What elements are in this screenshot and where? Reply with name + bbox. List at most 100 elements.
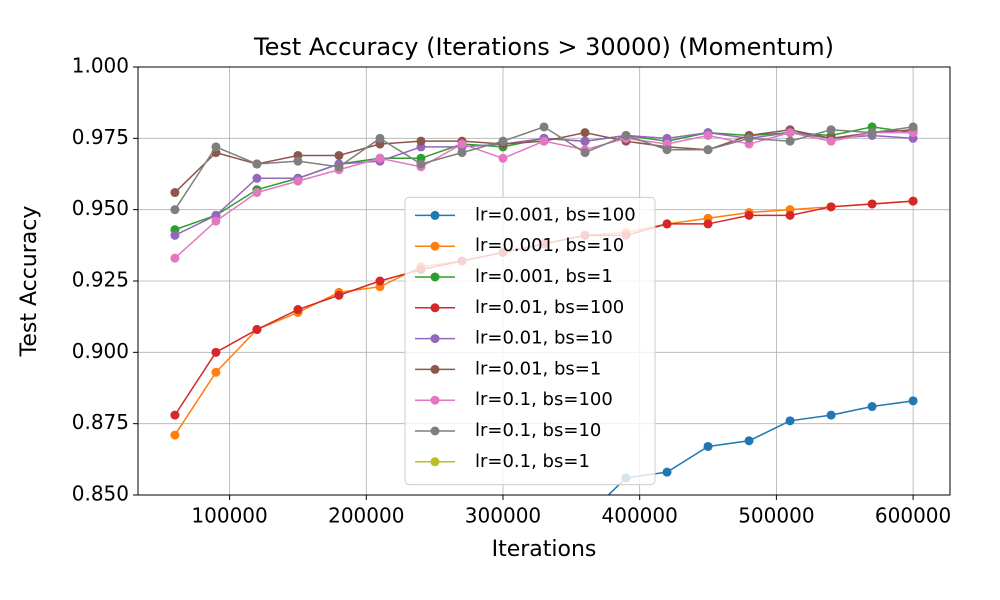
y-tick-label: 0.925 [72, 268, 129, 292]
legend-label: lr=0.001, bs=1 [475, 266, 613, 287]
data-point [581, 513, 590, 522]
data-point [252, 188, 262, 198]
data-point [293, 156, 303, 166]
data-point [457, 139, 467, 149]
legend-marker [430, 395, 440, 405]
data-point [211, 367, 221, 377]
data-point [170, 410, 180, 420]
x-tick-label: 100000 [191, 504, 267, 528]
data-point [539, 136, 549, 146]
legend-label: lr=0.01, bs=1 [475, 358, 601, 379]
data-point [785, 416, 795, 426]
data-point [211, 347, 221, 357]
data-point [867, 128, 877, 138]
data-point [703, 130, 713, 140]
legend-marker [430, 334, 440, 344]
data-point [498, 153, 508, 163]
legend: lr=0.001, bs=100 lr=0.001, bs=10 lr=0.001,… [404, 196, 656, 486]
data-point [662, 467, 672, 477]
data-point [416, 159, 426, 169]
data-point [908, 196, 918, 206]
data-point [457, 576, 466, 585]
x-tick-label: 200000 [328, 504, 404, 528]
plot-area [170, 122, 918, 585]
data-point [170, 253, 180, 263]
data-point [580, 148, 590, 158]
data-point [785, 128, 795, 138]
x-tick-label: 600000 [875, 504, 951, 528]
legend-label: lr=0.001, bs=10 [475, 235, 624, 256]
legend-box [404, 196, 656, 486]
data-point [416, 136, 426, 146]
data-point [375, 133, 385, 143]
legend-label: lr=0.001, bs=100 [475, 204, 636, 225]
data-point [334, 162, 344, 172]
ticks: 100000 200000 300000 400000 500000 600000 0.85… [72, 54, 952, 528]
data-point [703, 145, 713, 155]
data-point [785, 136, 795, 146]
x-tick-label: 500000 [738, 504, 814, 528]
data-point [662, 145, 672, 155]
legend-label: lr=0.01, bs=100 [475, 297, 624, 318]
data-point [252, 325, 262, 335]
data-point [170, 430, 180, 440]
data-point [703, 441, 713, 451]
data-point [252, 173, 262, 183]
legend-marker [430, 210, 440, 220]
data-point [170, 205, 180, 215]
data-point [908, 122, 918, 132]
data-point [498, 136, 508, 146]
data-point [334, 150, 344, 160]
y-tick-label: 0.900 [72, 339, 129, 363]
data-point [539, 122, 549, 132]
data-point [744, 210, 754, 220]
y-tick-label: 0.975 [72, 125, 129, 149]
y-axis-label: Test Accuracy [17, 206, 42, 358]
legend-marker [430, 272, 440, 282]
legend-label: lr=0.01, bs=10 [475, 328, 613, 349]
y-tick-label: 0.850 [72, 482, 129, 506]
legend-marker [430, 364, 440, 374]
data-point [662, 219, 672, 229]
data-point [621, 130, 631, 140]
data-point [334, 290, 344, 300]
y-tick-label: 1.000 [72, 54, 129, 78]
legend-label: lr=0.1, bs=1 [475, 451, 590, 472]
legend-marker [430, 241, 440, 251]
legend-marker [430, 426, 440, 436]
data-point [826, 202, 836, 212]
data-point [908, 396, 918, 406]
data-point [867, 199, 877, 209]
data-point [744, 133, 754, 143]
data-point [211, 142, 221, 152]
data-point [785, 210, 795, 220]
data-point [744, 436, 754, 446]
chart-title: Test Accuracy (Iterations > 30000) (Mome… [253, 33, 834, 61]
data-point [170, 230, 180, 240]
legend-label: lr=0.1, bs=100 [475, 389, 613, 410]
data-point [211, 216, 221, 226]
data-point [293, 176, 303, 186]
data-point [826, 410, 836, 420]
data-point [826, 125, 836, 135]
data-point [293, 305, 303, 315]
data-point [867, 402, 877, 412]
x-axis-label: Iterations [492, 537, 597, 562]
data-point [580, 136, 590, 146]
y-tick-label: 0.875 [72, 410, 129, 434]
data-point [375, 153, 385, 163]
data-point [457, 148, 467, 158]
y-tick-label: 0.950 [72, 196, 129, 220]
data-point [580, 128, 590, 138]
data-point [252, 159, 262, 169]
data-point [826, 136, 836, 146]
data-point [375, 276, 385, 286]
data-point [703, 219, 713, 229]
legend-label: lr=0.1, bs=10 [475, 420, 601, 441]
x-tick-label: 400000 [602, 504, 678, 528]
x-tick-label: 300000 [465, 504, 541, 528]
legend-marker [430, 457, 440, 467]
data-point [170, 188, 180, 198]
legend-marker [430, 303, 440, 313]
